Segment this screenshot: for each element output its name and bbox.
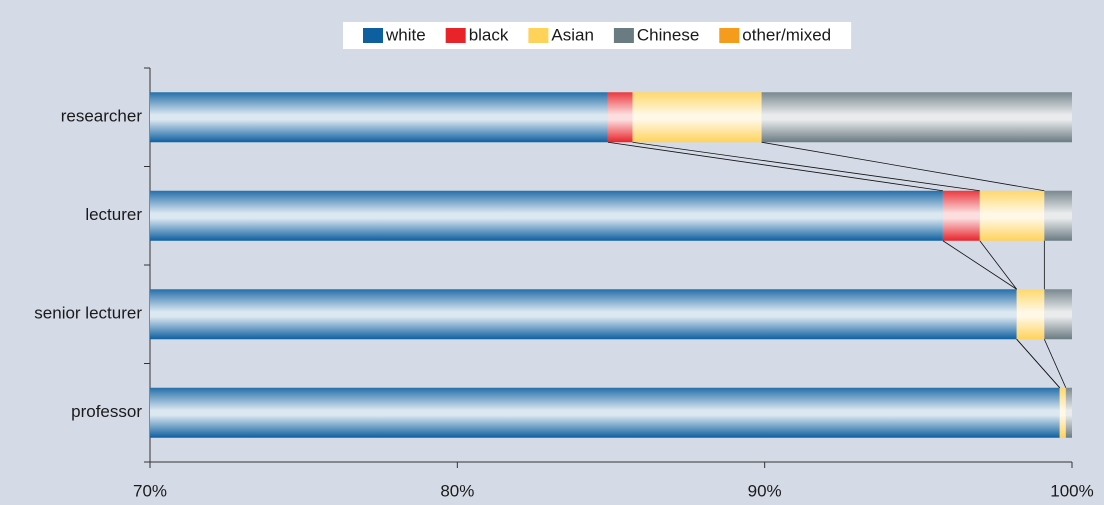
legend-swatch <box>528 28 549 43</box>
legend-swatch <box>719 28 740 43</box>
x-tick-label: 80% <box>440 481 474 500</box>
bar-segment <box>1016 289 1045 340</box>
legend-label: Chinese <box>637 25 699 44</box>
bar-segment <box>150 387 1060 438</box>
bar-segment <box>979 190 1045 241</box>
x-tick-label: 90% <box>748 481 782 500</box>
y-tick-label: professor <box>71 402 142 421</box>
bar-segment <box>761 92 1072 143</box>
bar-segment <box>150 190 943 241</box>
bar-segment <box>1044 190 1072 241</box>
plot-area <box>150 92 1072 438</box>
connector <box>761 141 1045 192</box>
legend-swatch <box>445 28 466 43</box>
bar-segment <box>1044 289 1072 340</box>
x-tick-label: 70% <box>133 481 167 500</box>
legend-label: white <box>385 25 426 44</box>
legend-box <box>343 22 852 49</box>
bar-segment <box>632 92 762 143</box>
y-tick-label: lecturer <box>85 205 142 224</box>
bar-segment <box>1059 387 1066 438</box>
legend-swatch <box>363 28 383 43</box>
bar-segment <box>942 190 980 241</box>
legend-label: Asian <box>551 25 594 44</box>
y-tick-label: researcher <box>61 107 143 126</box>
legend-label: black <box>469 25 509 44</box>
bar-segment <box>1065 387 1072 438</box>
connector <box>1016 338 1061 389</box>
connector <box>1043 339 1067 388</box>
y-tick-label: senior lecturer <box>34 304 142 323</box>
connector <box>979 240 1017 290</box>
legend-label: other/mixed <box>742 25 831 44</box>
legend: white black Asian Chinese other/mixed <box>343 22 852 49</box>
bar-segment <box>607 92 633 143</box>
legend-swatch <box>613 28 634 43</box>
connector <box>632 141 980 192</box>
x-tick-label: 100% <box>1050 481 1093 500</box>
connector <box>942 240 1017 290</box>
connector <box>607 141 943 192</box>
bar-segment <box>150 289 1017 340</box>
bar-segment <box>150 92 608 143</box>
